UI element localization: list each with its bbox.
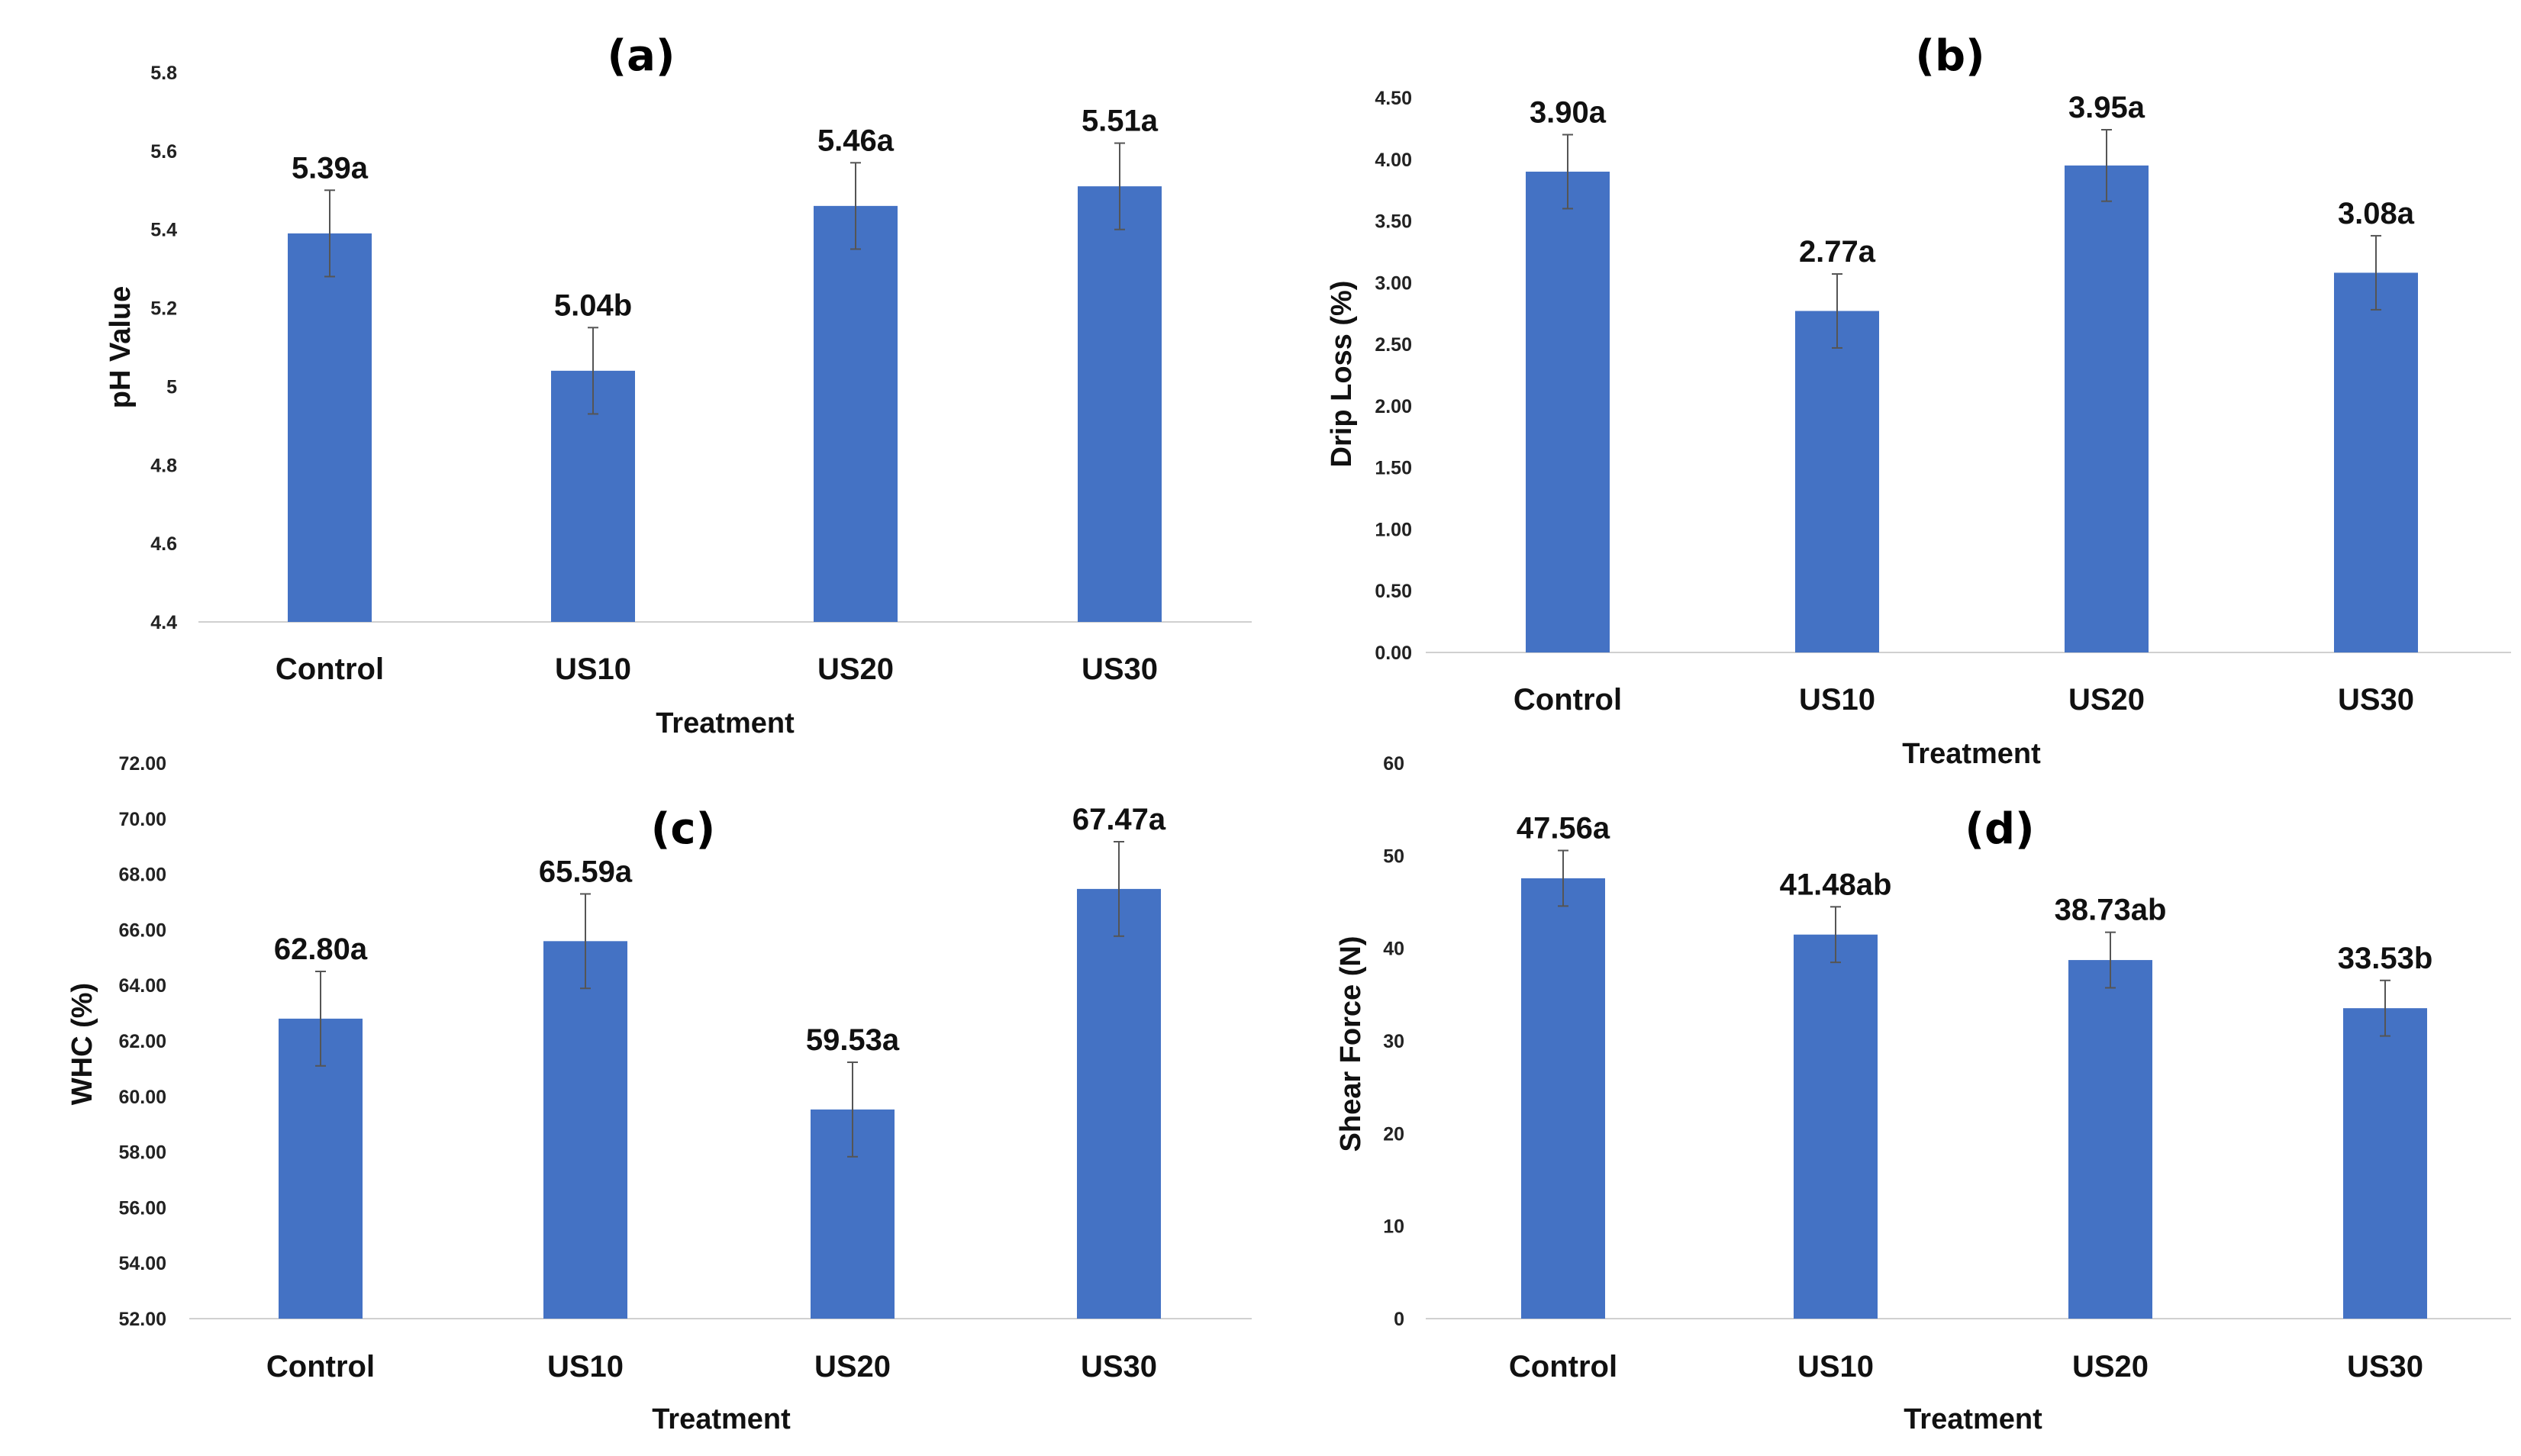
panel-c-data-label: 65.59a [539,855,633,888]
panel-c-category-label: US20 [814,1350,891,1384]
panel-c-category-label: Control [266,1350,375,1384]
panel-b-y-tick-label: 3.00 [1375,272,1412,294]
panel-d-data-label: 38.73ab [2055,894,2167,927]
panel-a-category-label: US10 [555,652,631,686]
panel-c-y-tick-label: 52.00 [118,1309,166,1330]
panel-d-y-tick-label: 0 [1394,1309,1404,1330]
panel-c-category-label: US30 [1081,1350,1157,1384]
panel-a-y-tick-label: 5 [166,376,177,398]
panel-d: (d) Shear Force (N) Treatment 0 10 20 30 40 5… [1335,753,2511,1435]
panel-a-bar [288,233,372,622]
panel-d-y-tick-label: 20 [1383,1123,1404,1145]
panel-b-y-tick-label: 4.00 [1375,150,1412,171]
panel-a-bar [814,205,898,622]
panel-a-data-label: 5.51a [1082,105,1159,138]
panel-b-y-tick-label: 0.50 [1375,581,1412,602]
panel-c-y-tick-label: 72.00 [118,753,166,775]
panel-d-data-label: 47.56a [1517,812,1610,846]
panel-b-title: (b) [1915,31,1984,81]
panel-b-data-label: 3.90a [1530,95,1607,129]
panel-c-title: (c) [651,804,715,854]
panel-c-y-tick-label: 54.00 [118,1253,166,1274]
panel-c-y-axis-title: WHC (%) [66,983,98,1105]
panel-c-data-label: 62.80a [274,933,368,966]
panel-c-data-label: 67.47a [1072,803,1166,836]
panel-d-category-label: US30 [2347,1350,2423,1384]
panel-c-bar [1077,888,1161,1319]
panel-d-y-axis-title: Shear Force (N) [1335,936,1367,1152]
panel-b-data-label: 3.95a [2068,91,2145,124]
panel-b-y-axis-title: Drip Loss (%) [1326,281,1358,468]
panel-a-data-label: 5.04b [554,288,632,322]
panel-a-x-axis-title: Treatment [656,707,795,739]
panel-b-category-label: US20 [2068,683,2145,717]
panel-c-bar [543,941,627,1319]
panel-a-data-label: 5.46a [817,124,895,157]
panel-d-y-tick-label: 10 [1383,1216,1404,1238]
panel-c-y-tick-label: 64.00 [118,975,166,997]
panel-b-data-label: 2.77a [1799,235,1876,269]
panel-c-y-tick-label: 56.00 [118,1197,166,1219]
panel-c-category-label: US10 [547,1350,624,1384]
panel-b-x-axis-title: Treatment [1902,738,2041,770]
panel-a-title: (a) [608,31,675,81]
panel-b-y-tick-label: 2.50 [1375,334,1412,356]
panel-c-y-tick-label: 58.00 [118,1142,166,1164]
panel-c-y-tick-label: 66.00 [118,920,166,941]
panel-d-bar [2068,960,2152,1319]
panel-d-category-label: Control [1509,1350,1617,1384]
panel-d-bar [2343,1008,2427,1319]
panel-a-y-tick-label: 5.2 [150,298,177,320]
panel-b-category-label: US30 [2338,683,2414,717]
panel-b-bar [2334,272,2418,652]
panel-d-bar [1521,878,1605,1319]
panel-a-y-tick-label: 4.6 [150,533,177,555]
panel-c-x-axis-title: Treatment [652,1403,791,1435]
panel-a-y-tick-label: 4.4 [150,612,177,633]
panel-d-data-label: 41.48ab [1780,868,1892,901]
panel-a-y-tick-label: 5.6 [150,141,177,163]
panel-c: (c) WHC (%) Treatment 52.00 54.00 56.00 58.… [66,753,1252,1435]
panel-d-title: (d) [1965,804,2034,854]
panel-b-y-tick-label: 4.50 [1375,88,1412,109]
panel-a-data-label: 5.39a [292,151,369,185]
panel-b-bar [1795,311,1879,652]
panel-a-y-tick-label: 5.8 [150,63,177,84]
panel-c-y-tick-label: 60.00 [118,1087,166,1108]
panel-a-bar [1078,186,1162,623]
panel-b-bar [1526,171,1610,652]
panel-c-bar [279,1018,363,1319]
panel-d-data-label: 33.53b [2338,942,2433,975]
panel-d-bar [1794,934,1878,1319]
panel-c-y-tick-label: 68.00 [118,865,166,886]
panel-b-y-tick-label: 1.00 [1375,519,1412,540]
panel-d-y-tick-label: 50 [1383,846,1404,867]
panel-b: (b) Drip Loss (%) Treatment 0.00 0.50 1.00… [1326,31,2511,770]
panel-b-y-tick-label: 2.00 [1375,396,1412,417]
panel-c-data-label: 59.53a [806,1023,900,1057]
panel-a-y-axis-title: pH Value [105,286,137,409]
panel-d-y-tick-label: 40 [1383,939,1404,960]
panel-d-y-tick-label: 30 [1383,1031,1404,1052]
panel-a-y-tick-label: 4.8 [150,455,177,476]
panel-b-y-tick-label: 3.50 [1375,211,1412,233]
panel-a-category-label: US30 [1082,652,1158,686]
panel-d-category-label: US20 [2072,1350,2149,1384]
panel-d-x-axis-title: Treatment [1904,1403,2042,1435]
panel-b-category-label: Control [1514,683,1622,717]
panel-b-category-label: US10 [1799,683,1875,717]
panel-c-y-tick-label: 62.00 [118,1031,166,1052]
panel-d-y-tick-label: 60 [1383,753,1404,775]
panel-c-y-tick-label: 70.00 [118,809,166,830]
panel-b-data-label: 3.08a [2338,197,2415,230]
panel-b-y-tick-label: 1.50 [1375,458,1412,479]
panel-a-category-label: Control [276,652,384,686]
panel-a-category-label: US20 [817,652,894,686]
panel-b-bar [2065,165,2149,652]
panel-b-y-tick-label: 0.00 [1375,643,1412,664]
panel-a-y-tick-label: 5.4 [150,220,177,241]
panel-a: (a) pH Value Treatment 4.4 4.6 4.8 5 5.2 5.4 5… [105,31,1252,739]
panel-d-category-label: US10 [1797,1350,1874,1384]
